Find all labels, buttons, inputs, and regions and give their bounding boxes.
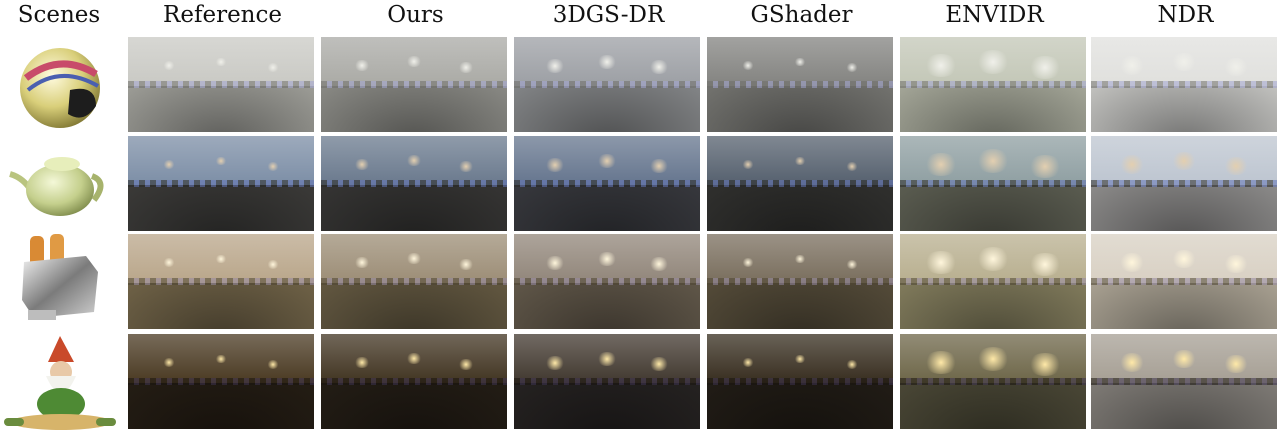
teapot-icon [9, 157, 104, 216]
header-ndr: NDR [1157, 2, 1214, 28]
gnome-icon [4, 336, 116, 430]
envmap-ndr-row-4 [1091, 334, 1277, 429]
envmap-3dgs-dr-row-1 [514, 37, 700, 132]
toaster-icon [22, 234, 98, 320]
header-ours: Ours [387, 2, 444, 28]
header-scenes: Scenes [17, 2, 101, 28]
envmap-ours-row-4 [321, 334, 507, 429]
envmap-reference-row-4 [128, 334, 314, 429]
envmap-3dgs-dr-row-2 [514, 136, 700, 231]
envmap-reference-row-3 [128, 234, 314, 329]
envmap-ndr-row-2 [1091, 136, 1277, 231]
envmap-3dgs-dr-row-4 [514, 334, 700, 429]
envmap-ours-row-2 [321, 136, 507, 231]
envmap-envidr-row-3 [900, 234, 1086, 329]
envmap-ndr-row-1 [1091, 37, 1277, 132]
envmap-gshader-row-2 [707, 136, 893, 231]
envmap-ours-row-3 [321, 234, 507, 329]
header-envidr: ENVIDR [945, 2, 1044, 28]
envmap-gshader-row-1 [707, 37, 893, 132]
envmap-3dgs-dr-row-3 [514, 234, 700, 329]
helmet-icon [20, 48, 100, 128]
envmap-gshader-row-3 [707, 234, 893, 329]
envmap-ours-row-1 [321, 37, 507, 132]
envmap-reference-row-2 [128, 136, 314, 231]
envmap-envidr-row-4 [900, 334, 1086, 429]
envmap-reference-row-1 [128, 37, 314, 132]
header-reference: Reference [163, 2, 282, 28]
envmap-gshader-row-4 [707, 334, 893, 429]
envmap-envidr-row-1 [900, 37, 1086, 132]
header-3dgs-dr: 3DGS-DR [552, 2, 665, 28]
header-gshader: GShader [750, 2, 853, 28]
envmap-envidr-row-2 [900, 136, 1086, 231]
envmap-ndr-row-3 [1091, 234, 1277, 329]
